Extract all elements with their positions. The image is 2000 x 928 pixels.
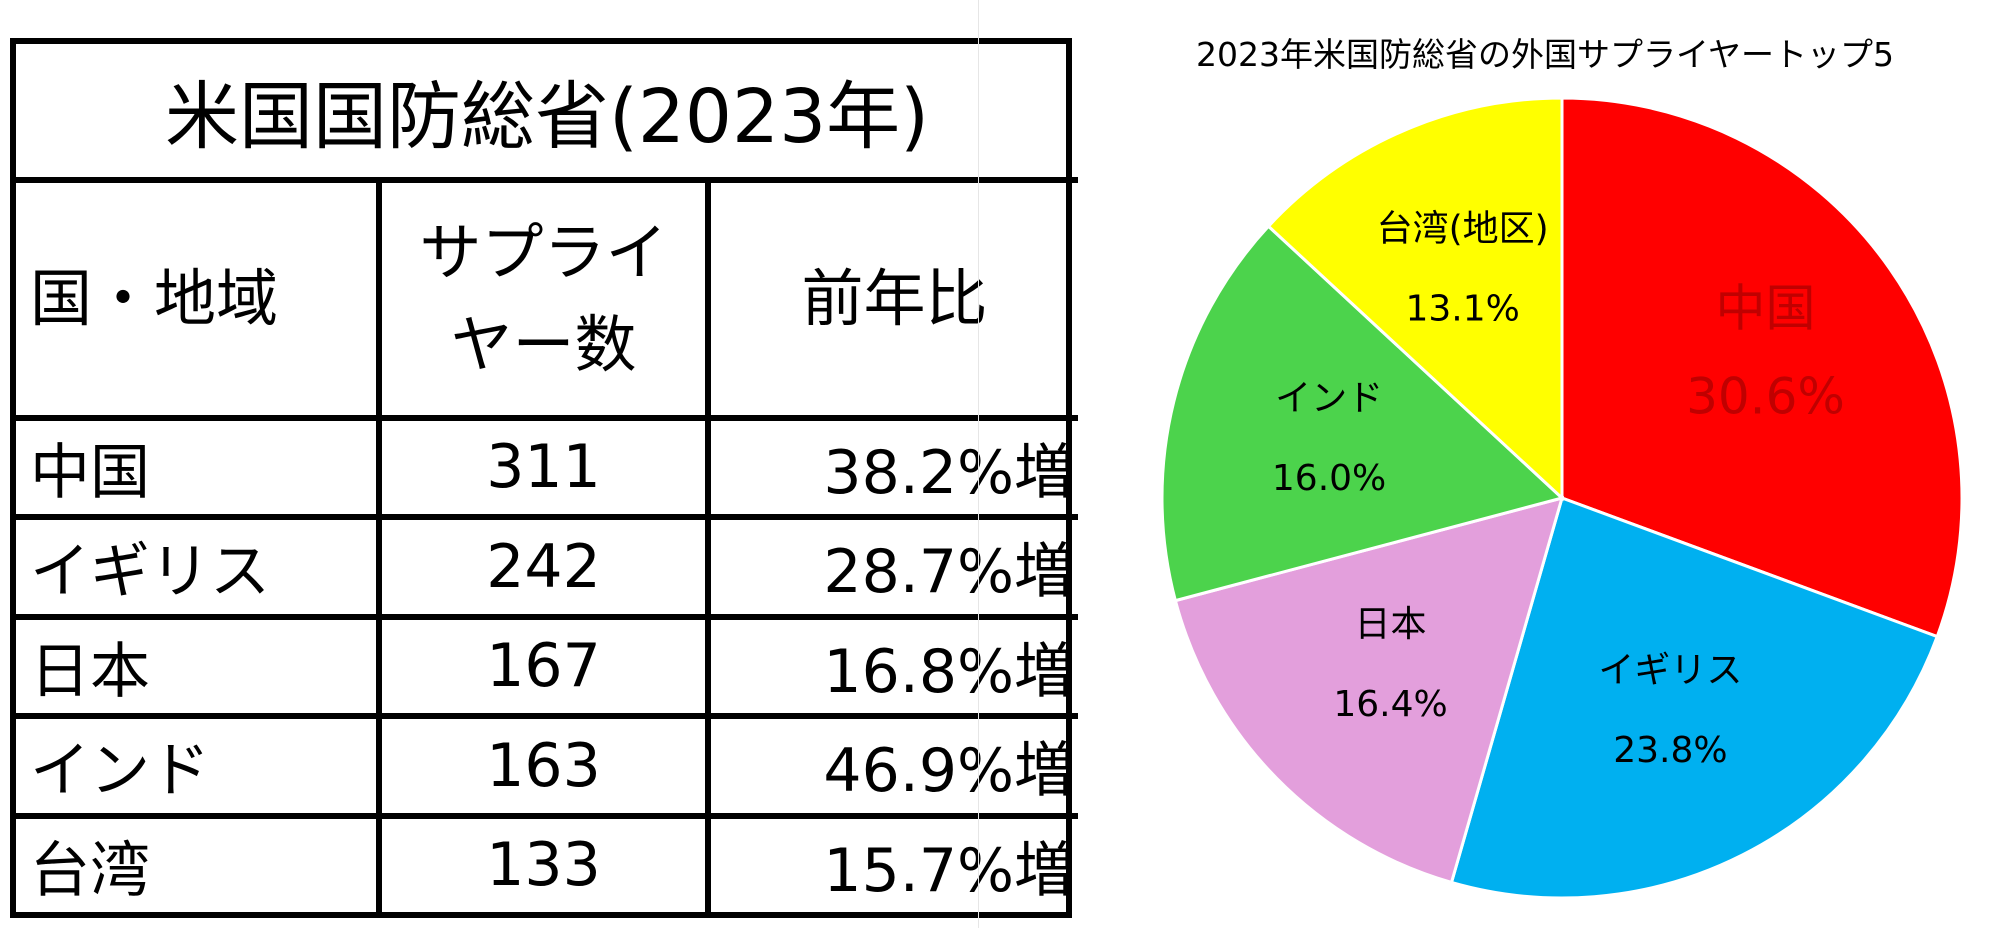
table-title: 米国国防総省(2023年) bbox=[16, 44, 1079, 183]
table-row: イギリス 242 28.7%増 bbox=[16, 514, 1079, 620]
chart-title: 2023年米国防総省の外国サプライヤートップ5 bbox=[1196, 35, 1894, 74]
row-count: 167 bbox=[376, 613, 711, 720]
supplier-table: 米国国防総省(2023年) 国・地域 サプライ ヤー数 前年比 中国 311 3… bbox=[10, 38, 1079, 918]
row-country: インド bbox=[16, 713, 382, 819]
header-suppliers: サプライ ヤー数 bbox=[376, 176, 711, 421]
slice-value-label: 16.4% bbox=[1333, 684, 1447, 725]
row-count: 242 bbox=[376, 514, 711, 620]
row-country: 中国 bbox=[16, 414, 382, 521]
pie-chart: 中国 30.6% イギリス 23.8% 日本 16.4% インド 16.0% 台湾(地区) 13.… bbox=[1160, 96, 1964, 900]
pie-slice bbox=[1173, 495, 1565, 885]
slice-value-label: 23.8% bbox=[1613, 730, 1727, 771]
row-country: 日本 bbox=[16, 613, 382, 720]
pie-slice bbox=[1266, 96, 1564, 502]
header-suppliers-line2: ヤー数 bbox=[450, 307, 637, 381]
slice-value-label: 13.1% bbox=[1406, 289, 1520, 330]
row-yoy: 16.8%増 bbox=[704, 613, 1079, 720]
slice-label: 日本 bbox=[1355, 604, 1427, 645]
slice-label: イギリス bbox=[1598, 650, 1742, 691]
pie-slice bbox=[1449, 496, 1940, 900]
row-yoy: 15.7%増 bbox=[704, 812, 1079, 912]
table-row: インド 163 46.9%増 bbox=[16, 713, 1079, 819]
row-yoy: 46.9%増 bbox=[704, 713, 1079, 819]
slice-value-label: 16.0% bbox=[1272, 458, 1386, 499]
row-country: 台湾 bbox=[16, 812, 382, 912]
table-row: 日本 167 16.8%増 bbox=[16, 613, 1079, 720]
row-yoy: 38.2%増 bbox=[704, 414, 1079, 521]
table-row: 台湾 133 15.7%増 bbox=[16, 812, 1079, 912]
header-yoy: 前年比 bbox=[704, 176, 1079, 421]
row-country: イギリス bbox=[16, 514, 382, 620]
row-count: 311 bbox=[376, 414, 711, 521]
table-row: 中国 311 38.2%増 bbox=[16, 414, 1079, 521]
header-country: 国・地域 bbox=[16, 176, 382, 421]
slice-label: 中国 bbox=[1715, 280, 1815, 338]
slice-label: インド bbox=[1275, 378, 1383, 419]
row-count: 163 bbox=[376, 713, 711, 819]
row-yoy: 28.7%増 bbox=[704, 514, 1079, 620]
slice-value-label: 30.6% bbox=[1686, 368, 1845, 426]
supplier-table-grid: 米国国防総省(2023年) 国・地域 サプライ ヤー数 前年比 中国 311 3… bbox=[16, 44, 1079, 912]
pie-slice bbox=[1160, 224, 1566, 603]
header-suppliers-line1: サプライ bbox=[419, 215, 668, 289]
pie-slice bbox=[1560, 96, 1964, 639]
slice-label: 台湾(地区) bbox=[1377, 209, 1549, 250]
page-divider bbox=[978, 0, 979, 928]
row-count: 133 bbox=[376, 812, 711, 912]
